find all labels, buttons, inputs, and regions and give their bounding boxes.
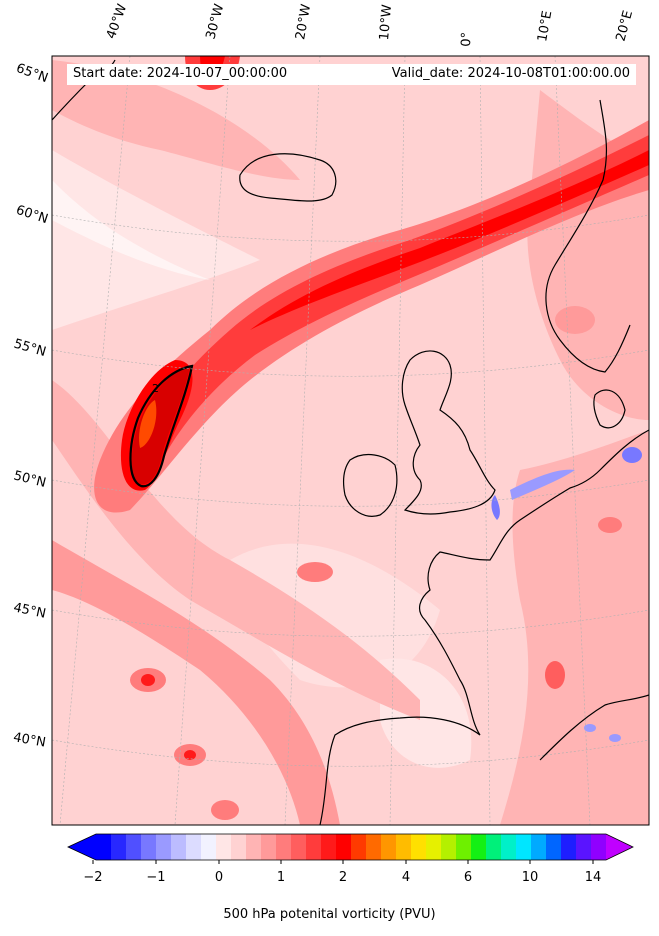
colorbar-tick-label: 10 <box>521 870 539 885</box>
colorbar-segment <box>306 834 322 860</box>
pv-maximum <box>555 306 595 334</box>
pv-maximum <box>211 800 239 820</box>
colorbar-segment <box>216 834 232 860</box>
colorbar-under-arrow <box>68 834 96 860</box>
pv-maximum <box>184 750 196 760</box>
denmark-coast <box>593 389 626 429</box>
colorbar-tick-label: 1 <box>276 870 286 885</box>
colorbar-segment <box>96 834 112 860</box>
norway-coast <box>545 99 631 373</box>
pv-maximum <box>545 661 565 689</box>
pv-band <box>52 380 420 720</box>
colorbar-over-arrow <box>606 834 633 860</box>
colorbar-segment <box>486 834 502 860</box>
negative-pv-streak <box>622 447 642 463</box>
lon-label: 10°W <box>377 3 396 41</box>
colorbar-segment <box>141 834 157 860</box>
colorbar-segment <box>171 834 187 860</box>
continent-coast <box>319 429 649 825</box>
colorbar-segment <box>471 834 487 860</box>
colorbar-segment <box>411 834 427 860</box>
low-pv-region <box>52 150 260 330</box>
colorbar-segment <box>231 834 247 860</box>
colorbar-segment <box>396 834 412 860</box>
colorbar-segment <box>576 834 592 860</box>
valid-date: Valid_date: 2024-10-08T01:00:00.00 <box>391 66 630 81</box>
negative-pv-streak <box>609 734 621 742</box>
colorbar-segment <box>441 834 457 860</box>
pv-maximum <box>141 674 155 686</box>
colorbar-segment <box>456 834 472 860</box>
low-pv-region <box>52 180 210 280</box>
pv-contour-2 <box>129 364 194 488</box>
iceland-coast <box>239 153 337 202</box>
colorbar-segment <box>291 834 307 860</box>
colorbar-segment <box>516 834 532 860</box>
colorbar-segment <box>336 834 352 860</box>
colorbar-tick-label: 2 <box>338 870 348 885</box>
graticule <box>52 56 649 825</box>
colorbar-tick-label: 6 <box>463 870 473 885</box>
colorbar-outline <box>67 833 634 861</box>
colorbar-tick-label: −2 <box>83 870 103 885</box>
colorbar-segment <box>546 834 562 860</box>
start-date: Start date: 2024-10-07_00:00:00 <box>73 66 288 81</box>
colorbar-segment <box>111 834 127 860</box>
mediterranean-coast <box>539 694 649 761</box>
negative-pv-streak <box>584 724 596 732</box>
ireland-coast <box>343 453 398 517</box>
pv-maximum <box>598 517 622 533</box>
colorbar-segment <box>186 834 202 860</box>
colorbar-segment <box>261 834 277 860</box>
pv-band <box>52 540 340 825</box>
colorbar-tick-label: 0 <box>214 870 224 885</box>
colorbar-tick-label: 4 <box>401 870 411 885</box>
colorbar-title: 500 hPa potenital vorticity (PVU) <box>223 907 436 922</box>
colorbar-segment <box>156 834 172 860</box>
colorbar-segment <box>201 834 217 860</box>
colorbar-segment <box>366 834 382 860</box>
negative-pv-streak <box>510 469 575 500</box>
pv-map: 2 <box>51 55 650 826</box>
colorbar-segment <box>426 834 442 860</box>
lon-label: 0° <box>459 31 475 47</box>
colorbar-segment <box>351 834 367 860</box>
pv-band <box>52 60 300 180</box>
great-britain-coast <box>401 350 496 515</box>
colorbar-segment <box>591 834 607 860</box>
colorbar-segment <box>246 834 262 860</box>
colorbar-segment <box>276 834 292 860</box>
colorbar-segment <box>531 834 547 860</box>
colorbar-segment <box>126 834 142 860</box>
negative-pv-streak <box>491 495 500 520</box>
colorbar <box>67 833 634 864</box>
jet-stream-core <box>250 150 649 330</box>
colorbar-segment <box>561 834 577 860</box>
colorbar-segment <box>501 834 517 860</box>
date-info-box: Start date: 2024-10-07_00:00:00 Valid_da… <box>67 64 636 85</box>
contour-label: 2 <box>152 382 159 395</box>
colorbar-tick-label: 14 <box>584 870 602 885</box>
map-frame <box>51 55 650 826</box>
pv-maximum <box>139 400 157 448</box>
colorbar-tick-label: −1 <box>146 870 166 885</box>
pv-maximum <box>131 366 190 485</box>
colorbar-segment <box>381 834 397 860</box>
colorbar-segment <box>321 834 337 860</box>
pv-maximum <box>297 562 333 582</box>
